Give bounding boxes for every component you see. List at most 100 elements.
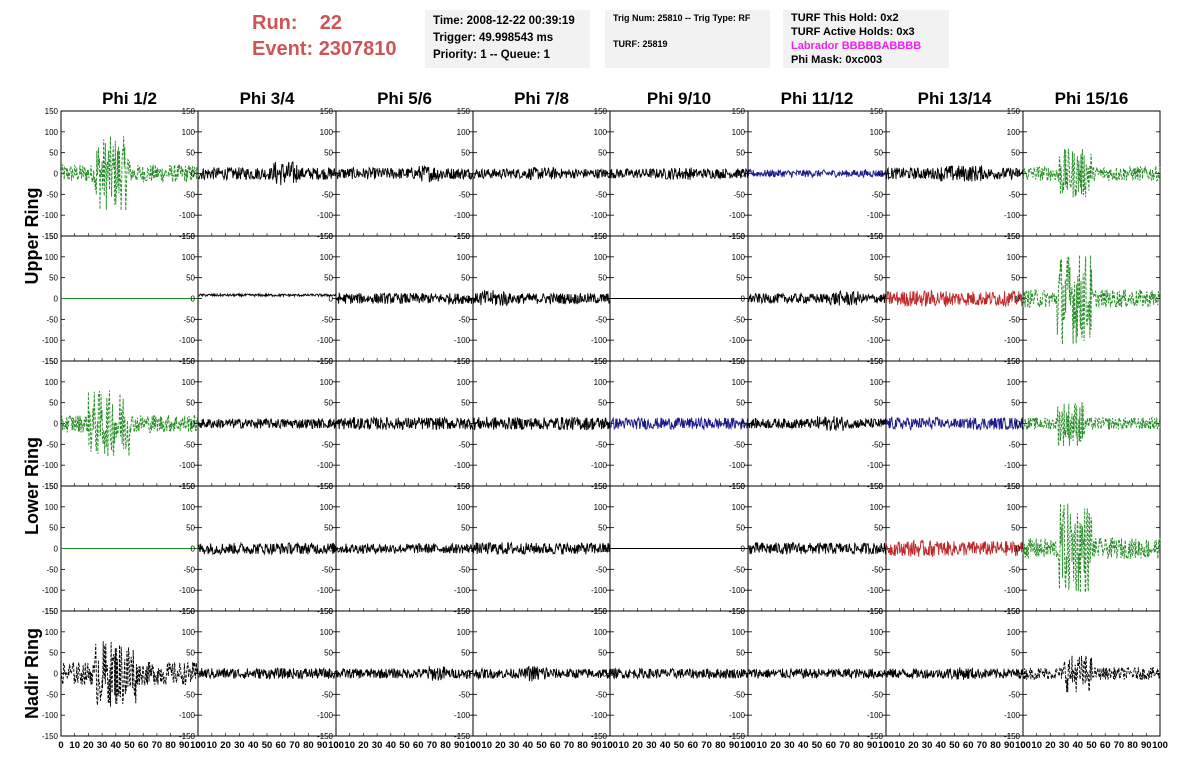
x-tick-label: 40 — [660, 740, 671, 751]
y-tick-label: 50 — [461, 524, 470, 533]
x-tick-label: 70 — [289, 740, 300, 751]
turf-hold-box: TURF This Hold: 0x2 TURF Active Holds: 0… — [783, 10, 949, 68]
x-tick-label: 50 — [812, 740, 823, 751]
waveform-line — [747, 168, 887, 179]
x-tick-label: 60 — [138, 740, 149, 751]
waveform-line — [885, 416, 1024, 432]
y-tick-label: -100 — [1004, 461, 1021, 470]
y-tick-label: 100 — [870, 378, 884, 387]
trig-num-text: Trig Num: 25810 -- Trig Type: RF — [613, 13, 751, 23]
y-tick-label: 100 — [182, 503, 196, 512]
y-tick-label: 50 — [736, 149, 745, 158]
y-tick-label: 150 — [870, 107, 884, 116]
y-tick-label: 100 — [45, 378, 59, 387]
y-tick-label: -50 — [458, 440, 470, 449]
y-tick-label: 0 — [741, 545, 746, 554]
y-tick-label: 150 — [594, 357, 608, 366]
x-tick-label: 60 — [276, 740, 287, 751]
y-tick-label: 100 — [182, 378, 196, 387]
x-tick-label: 30 — [646, 740, 657, 751]
y-tick-label: 100 — [45, 628, 59, 637]
x-tick-label: 30 — [97, 740, 108, 751]
x-tick-label: 90 — [1004, 740, 1015, 751]
y-tick-label: 0 — [329, 170, 334, 179]
y-tick-label: 0 — [879, 295, 884, 304]
waveform-line — [885, 667, 1024, 681]
y-tick-label: 0 — [54, 170, 59, 179]
y-tick-label: 50 — [736, 524, 745, 533]
waveform-line — [609, 167, 749, 181]
y-tick-label: -150 — [1004, 732, 1021, 741]
waveform-line — [1022, 402, 1161, 447]
y-tick-label: -150 — [591, 732, 608, 741]
y-tick-label: -50 — [595, 565, 607, 574]
waveform-line — [197, 292, 337, 298]
y-tick-label: 50 — [1011, 399, 1020, 408]
x-tick-label: 40 — [523, 740, 534, 751]
waveform-line — [335, 164, 474, 183]
x-tick-label: 10 — [1031, 740, 1042, 751]
y-tick-label: 0 — [191, 420, 196, 429]
y-tick-label: 50 — [461, 149, 470, 158]
column-title: Phi 3/4 — [240, 89, 295, 108]
x-tick-label: 20 — [220, 740, 231, 751]
y-tick-label: 0 — [1016, 295, 1021, 304]
y-tick-label: 50 — [49, 399, 58, 408]
x-tick-label: 70 — [152, 740, 163, 751]
column-title: Phi 13/14 — [918, 89, 992, 108]
y-tick-label: 100 — [45, 128, 59, 137]
y-tick-label: 0 — [329, 545, 334, 554]
y-tick-label: 150 — [457, 482, 471, 491]
x-tick-label: 10 — [619, 740, 630, 751]
y-tick-label: -100 — [454, 586, 471, 595]
phi-mask-text: Phi Mask: 0xc003 — [791, 54, 883, 66]
waveform-line — [335, 542, 474, 555]
x-tick-label: 0 — [883, 740, 888, 751]
waveform-line — [197, 666, 337, 680]
waveform-line — [885, 539, 1024, 557]
y-tick-label: -100 — [179, 336, 196, 345]
x-tick-label: 50 — [536, 740, 547, 751]
priority-text: Priority: 1 -- Queue: 1 — [433, 49, 550, 61]
x-tick-label: 70 — [564, 740, 575, 751]
waveform-line — [747, 289, 887, 307]
x-tick-label: 80 — [853, 740, 864, 751]
y-tick-label: -100 — [454, 336, 471, 345]
y-tick-label: -100 — [42, 586, 59, 595]
y-tick-label: 150 — [45, 607, 59, 616]
y-tick-label: -150 — [317, 732, 334, 741]
x-tick-label: 80 — [1127, 740, 1138, 751]
y-tick-label: -150 — [179, 732, 196, 741]
y-tick-label: 100 — [457, 378, 471, 387]
y-tick-label: 150 — [870, 232, 884, 241]
x-tick-label: 90 — [317, 740, 328, 751]
y-tick-label: 100 — [732, 253, 746, 262]
ring-label: Lower Ring — [22, 437, 42, 535]
column-title: Phi 7/8 — [514, 89, 569, 108]
y-tick-label: 0 — [329, 670, 334, 679]
y-tick-label: -50 — [183, 565, 195, 574]
y-tick-label: 50 — [598, 274, 607, 283]
x-tick-label: 0 — [333, 740, 338, 751]
y-tick-label: 0 — [191, 670, 196, 679]
y-tick-label: -50 — [46, 190, 58, 199]
y-tick-label: -50 — [1008, 565, 1020, 574]
x-tick-label: 20 — [632, 740, 643, 751]
y-tick-label: -50 — [733, 565, 745, 574]
x-tick-label: 90 — [1141, 740, 1152, 751]
x-tick-label: 70 — [701, 740, 712, 751]
y-tick-label: 0 — [603, 420, 608, 429]
y-tick-label: 0 — [329, 420, 334, 429]
x-tick-label: 100 — [878, 740, 894, 751]
y-tick-label: -100 — [591, 211, 608, 220]
y-tick-label: 50 — [598, 149, 607, 158]
y-tick-label: 150 — [1007, 607, 1021, 616]
y-tick-label: -50 — [183, 440, 195, 449]
y-tick-label: 0 — [191, 170, 196, 179]
y-tick-label: 0 — [741, 295, 746, 304]
y-tick-label: 100 — [870, 253, 884, 262]
waveform-line — [335, 666, 474, 681]
x-tick-label: 40 — [248, 740, 259, 751]
waveform-line — [472, 541, 611, 555]
